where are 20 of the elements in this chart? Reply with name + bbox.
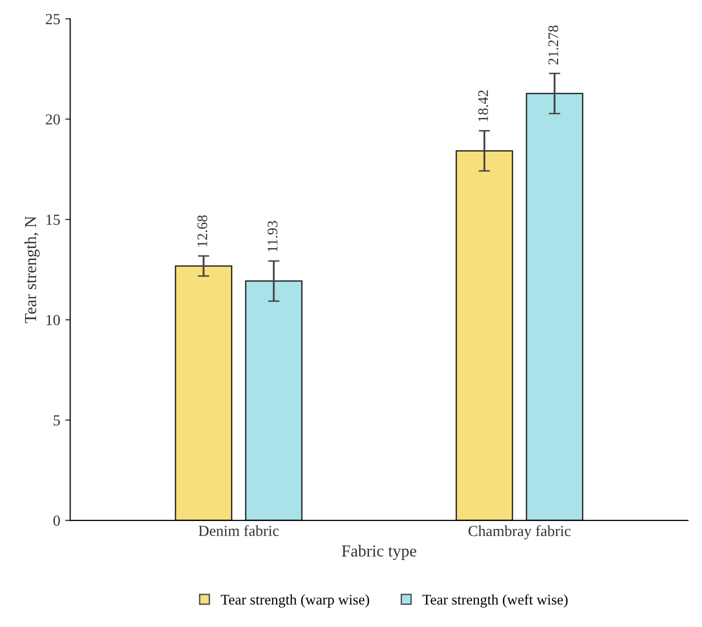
x-tick-label: Denim fabric	[198, 525, 279, 536]
y-tick-label: 5	[54, 415, 60, 426]
y-tick-label: 15	[46, 214, 60, 225]
x-tick-label: Chambray fabric	[468, 525, 571, 540]
data-label: 18.42	[478, 90, 488, 122]
y-tick-label: 20	[46, 114, 60, 125]
data-label: 12.68	[197, 215, 208, 246]
data-label: 11.93	[268, 220, 278, 252]
bar	[456, 150, 514, 520]
legend-label: Tear strength (weft wise)	[422, 594, 568, 608]
y-tick-label: 25	[46, 14, 60, 24]
legend-label: Tear strength (warp wise)	[220, 594, 370, 608]
data-label: 21.278	[548, 26, 558, 64]
bar	[526, 92, 584, 520]
y-tick-label: 0	[53, 516, 60, 526]
bar	[245, 280, 302, 520]
bar	[174, 265, 232, 520]
y-axis-title: Tear strength, N	[24, 216, 40, 324]
x-axis-title: Fabric type	[342, 544, 416, 560]
y-tick-label: 10	[46, 314, 60, 326]
